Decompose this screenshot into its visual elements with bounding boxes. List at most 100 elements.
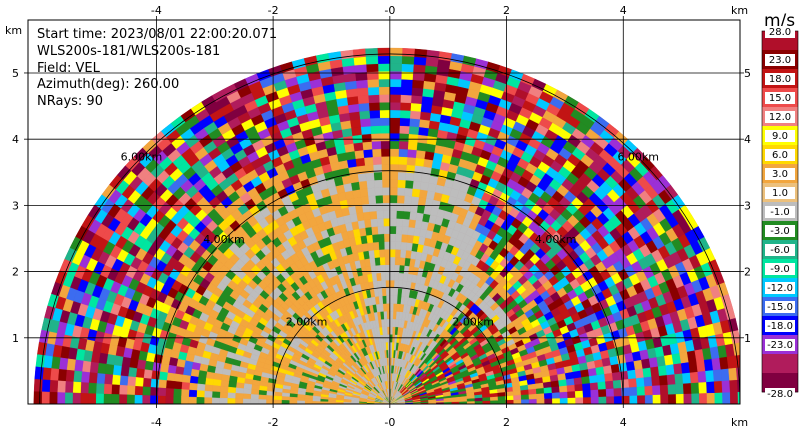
velocity-gate <box>408 125 420 135</box>
velocity-gate <box>401 63 414 73</box>
velocity-gate <box>352 142 364 152</box>
velocity-gate <box>392 310 397 320</box>
velocity-gate <box>359 118 371 128</box>
velocity-gate <box>407 133 419 143</box>
velocity-gate <box>288 400 298 404</box>
velocity-gate <box>219 397 228 404</box>
velocity-gate <box>180 396 189 404</box>
velocity-gate <box>667 383 677 395</box>
velocity-gate <box>521 398 530 404</box>
velocity-gate <box>112 364 122 376</box>
velocity-gate <box>354 149 365 160</box>
velocity-gate <box>357 94 370 105</box>
velocity-gate <box>605 388 615 397</box>
velocity-gate <box>400 241 408 251</box>
velocity-gate <box>389 156 399 165</box>
velocity-gate <box>408 219 416 228</box>
velocity-gate <box>367 94 380 104</box>
x-tick-label-bottom: -2 <box>268 416 279 429</box>
velocity-gate <box>142 377 152 388</box>
velocity-gate <box>235 387 244 394</box>
velocity-gate <box>389 55 403 64</box>
velocity-gate <box>635 377 645 387</box>
field-text: Field: VEL <box>37 61 101 76</box>
x-tick-label-top: 2 <box>503 4 510 17</box>
velocity-gate <box>80 382 89 394</box>
velocity-gate <box>410 94 423 105</box>
velocity-gate <box>389 94 401 103</box>
velocity-gate <box>369 210 378 220</box>
velocity-gate <box>127 367 138 378</box>
velocity-gate <box>368 102 380 111</box>
velocity-gate <box>182 367 192 377</box>
velocity-gate <box>415 212 424 222</box>
velocity-gate <box>597 381 607 390</box>
velocity-gate <box>346 95 359 106</box>
colorbar-label: 9.0 <box>772 131 788 142</box>
velocity-gate <box>211 397 220 404</box>
colorbar-label: 23.0 <box>769 55 791 66</box>
velocity-gate <box>392 303 398 312</box>
x-tick-label-bottom: -4 <box>151 416 162 429</box>
velocity-gate <box>368 203 377 212</box>
velocity-gate <box>384 248 390 258</box>
velocity-gate <box>234 398 244 404</box>
velocity-gate <box>581 375 591 385</box>
velocity-gate <box>604 372 614 382</box>
velocity-gate <box>380 132 390 142</box>
velocity-gate <box>552 397 561 404</box>
velocity-gate <box>380 272 386 281</box>
velocity-gate <box>377 47 390 57</box>
velocity-gate <box>366 78 380 88</box>
velocity-gate <box>382 202 390 211</box>
velocity-gate <box>204 377 214 386</box>
velocity-gate <box>365 172 375 182</box>
velocity-gate <box>588 374 598 384</box>
x-tick-label-bottom: 4 <box>620 416 627 429</box>
velocity-gate <box>574 390 584 398</box>
colorbar-label: -28.0 <box>767 389 793 400</box>
velocity-gate <box>378 241 385 250</box>
x-unit-label-bottom: km <box>731 416 748 429</box>
velocity-gate <box>558 385 568 393</box>
velocity-gate <box>411 188 421 198</box>
velocity-gate <box>385 287 390 296</box>
range-ring-label: 2.00km <box>286 315 328 328</box>
x-tick-label-top: -2 <box>268 4 279 17</box>
velocity-gate <box>360 125 372 135</box>
velocity-gate <box>409 211 418 221</box>
velocity-gate <box>378 249 385 258</box>
velocity-gate <box>490 399 499 404</box>
velocity-gate <box>680 361 691 374</box>
velocity-gate <box>119 375 129 386</box>
velocity-gate <box>376 218 384 227</box>
velocity-gate <box>49 368 60 382</box>
velocity-gate <box>389 171 399 180</box>
velocity-gate <box>406 148 417 158</box>
velocity-gate <box>393 272 400 281</box>
velocity-gate <box>536 398 545 404</box>
velocity-gate <box>650 366 660 377</box>
velocity-gate <box>520 394 530 400</box>
velocity-gate <box>643 376 653 387</box>
velocity-gate <box>350 181 360 191</box>
colorbar-label: -1.0 <box>770 207 790 218</box>
velocity-gate <box>721 379 731 393</box>
velocity-gate <box>403 195 412 205</box>
velocity-gate <box>629 395 638 404</box>
velocity-gate <box>353 56 367 66</box>
velocity-gate <box>134 385 144 396</box>
velocity-gate <box>369 117 381 127</box>
velocity-gate <box>389 318 394 327</box>
x-tick-label-bottom: 2 <box>503 416 510 429</box>
velocity-gate <box>120 366 130 377</box>
velocity-gate <box>613 387 623 397</box>
velocity-gate <box>370 125 381 135</box>
velocity-gate <box>134 394 143 404</box>
velocity-gate <box>188 382 198 391</box>
velocity-gate <box>628 377 638 388</box>
colorbar-label: 3.0 <box>772 169 788 180</box>
velocity-gate <box>57 368 67 382</box>
velocity-gate <box>373 249 380 259</box>
